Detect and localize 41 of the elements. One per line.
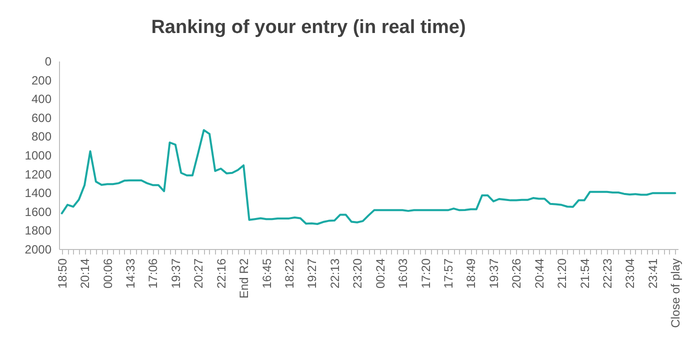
x-tick-label: 20:26 [510, 258, 524, 289]
x-tick-label: 00:24 [373, 258, 388, 289]
y-tick-label: 200 [31, 73, 52, 88]
x-tick-label: 20:14 [78, 258, 92, 289]
y-tick-label: 400 [31, 92, 52, 106]
y-tick-label: 1800 [24, 224, 52, 238]
x-tick-label: 16:45 [260, 258, 274, 289]
x-tick-label: End R2 [237, 258, 252, 299]
x-tick-label: 22:16 [214, 258, 228, 289]
y-tick-label: 1400 [24, 186, 52, 200]
x-tick-label: 18:22 [282, 258, 296, 289]
x-tick-label: 18:50 [55, 258, 70, 289]
x-tick-label: 21:54 [578, 258, 592, 289]
y-tick-label: 600 [31, 110, 52, 125]
line-series [60, 129, 676, 225]
x-tick-label: 16:03 [396, 258, 410, 289]
x-tick-label: 23:20 [350, 258, 365, 289]
x-tick-label: 20:44 [532, 258, 546, 289]
y-tick-label: 800 [31, 130, 52, 144]
x-tick-label: 23:41 [646, 258, 660, 289]
x-tick-label: 22:23 [600, 258, 615, 289]
y-tick-label: 2000 [24, 242, 52, 256]
x-tick-label: 14:33 [123, 258, 138, 289]
x-tick-label: 19:27 [305, 258, 320, 289]
y-tick-label: 1200 [24, 167, 52, 182]
y-tick-label: 1600 [24, 204, 52, 219]
x-tick-label: 22:13 [328, 258, 342, 289]
x-tick-label: 19:37 [486, 258, 501, 289]
x-tick-label: 20:27 [192, 258, 206, 289]
x-tick-label: 17:06 [146, 258, 160, 289]
x-tick-label: Close of play [668, 258, 683, 328]
chart-title: Ranking of your entry (in real time) [151, 17, 466, 38]
x-tick-label: 00:06 [100, 258, 115, 289]
x-tick-label: 18:49 [464, 258, 478, 289]
x-tick-label: 17:20 [418, 258, 433, 289]
x-tick-label: 19:37 [168, 258, 183, 289]
x-tick-label: 21:20 [555, 258, 570, 289]
y-tick-label: 1000 [24, 148, 52, 162]
x-tick-label: 23:04 [623, 258, 638, 289]
x-tick-label: 17:57 [442, 258, 456, 289]
y-tick-label: 0 [44, 54, 52, 68]
